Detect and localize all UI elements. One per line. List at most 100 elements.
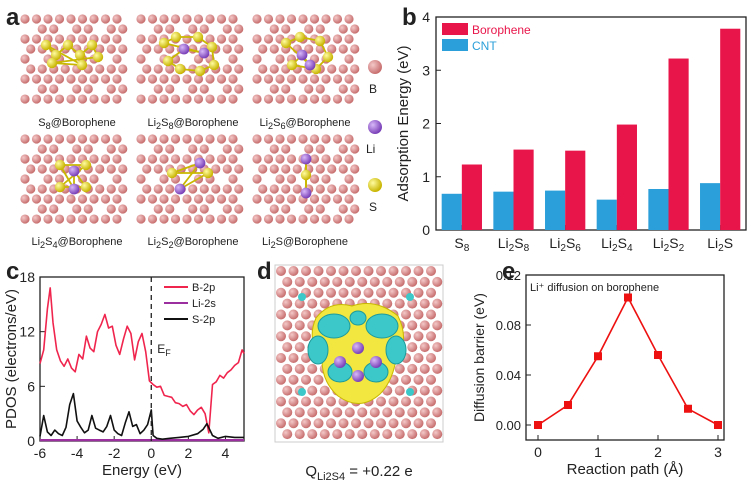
boron-atom — [294, 276, 305, 287]
boron-atom — [338, 418, 349, 429]
boron-atom — [26, 44, 36, 54]
boron-atom — [77, 214, 88, 224]
boron-atom — [95, 64, 105, 74]
boron-atom — [193, 194, 204, 204]
boron-atom — [363, 418, 374, 429]
boron-atom — [309, 154, 320, 164]
x-tick-label: Li2S4 — [601, 235, 633, 254]
boron-atom — [222, 84, 232, 94]
boron-atom — [66, 194, 76, 204]
boron-atom — [426, 353, 436, 363]
boron-atom — [326, 266, 336, 276]
boron-atom — [376, 396, 386, 407]
boron-atom — [106, 204, 116, 214]
boron-atom — [419, 363, 430, 374]
boron-atom — [20, 94, 30, 104]
boron-atom — [286, 94, 297, 104]
boron-atom — [258, 184, 268, 194]
boron-atom — [136, 34, 146, 44]
boron-atom — [118, 204, 128, 214]
boron-atom — [407, 320, 418, 331]
bar-cnt — [648, 188, 669, 230]
y-tick-label: 2 — [422, 116, 430, 132]
boron-atom — [286, 174, 297, 184]
boron-atom — [282, 363, 293, 374]
boron-atom — [350, 184, 360, 194]
boron-atom — [37, 204, 47, 214]
boron-atom — [153, 64, 163, 74]
boron-atom — [286, 194, 297, 204]
boron-atom — [112, 14, 122, 24]
boron-atom — [344, 407, 355, 418]
boron-atom — [350, 64, 360, 74]
boron-atom — [275, 94, 285, 104]
boron-atom — [426, 418, 436, 429]
boron-atom — [394, 363, 405, 374]
sulfur-atom — [300, 169, 312, 181]
boron-atom — [188, 144, 198, 154]
sulfur-atom — [294, 31, 306, 43]
boron-atom — [332, 134, 343, 144]
boron-atom — [388, 396, 399, 407]
boron-atom — [394, 276, 405, 287]
boron-atom — [222, 64, 232, 74]
boron-atom — [382, 407, 393, 418]
structure-cell — [252, 14, 360, 104]
boron-atom — [100, 74, 111, 84]
boron-atom — [199, 184, 209, 194]
plot-frame — [525, 274, 725, 441]
boron-atom — [83, 144, 93, 154]
boron-atom — [351, 418, 361, 429]
boron-atom — [407, 276, 418, 287]
boron-atom — [344, 54, 354, 64]
boron-atom — [276, 266, 286, 276]
legend-label: Li-2s — [192, 298, 216, 310]
legend-label: B-2p — [192, 282, 215, 294]
boron-atom — [282, 320, 293, 331]
boron-atom — [118, 164, 128, 174]
y-tick-label: 4 — [422, 9, 430, 25]
x-tick-label: S8 — [454, 235, 469, 254]
boron-atom — [294, 407, 305, 418]
y-tick-label: 1 — [422, 169, 430, 185]
boron-atom — [401, 418, 411, 429]
boron-atom — [100, 34, 111, 44]
sulfur-atom — [162, 55, 174, 67]
boron-atom — [66, 14, 76, 24]
y-tick-label: 0 — [422, 222, 430, 238]
boron-atom — [276, 331, 286, 342]
boron-atom — [338, 84, 348, 94]
boron-atom — [326, 418, 336, 429]
boron-atom — [309, 94, 320, 104]
boron-atom — [252, 174, 262, 184]
boron-atom — [77, 134, 88, 144]
boron-atom — [309, 214, 320, 224]
structure-cell — [20, 134, 128, 224]
sulfur-atom — [62, 39, 74, 51]
boron-atom — [282, 385, 293, 396]
boron-atom — [77, 74, 88, 84]
boron-atom — [394, 298, 405, 309]
sulfur-atom — [170, 31, 182, 43]
x-tick-label: Li2S6 — [549, 235, 581, 254]
boron-atom — [222, 164, 232, 174]
sulfur-atom — [158, 37, 170, 49]
boron-atom — [193, 14, 204, 24]
boron-atom — [281, 204, 291, 214]
boron-atom — [216, 94, 227, 104]
boron-atom — [205, 194, 215, 204]
boron-atom — [159, 14, 169, 24]
sulfur-atom — [80, 159, 92, 171]
boron-atom — [77, 34, 88, 44]
boron-atom — [252, 134, 262, 144]
boron-atom — [83, 24, 93, 34]
lithium-atom — [304, 59, 316, 71]
bar-cnt — [493, 191, 514, 230]
boron-atom — [426, 331, 436, 342]
bar-cnt — [596, 199, 617, 230]
boron-atom — [288, 374, 299, 385]
boron-atom — [282, 342, 293, 353]
boron-atom — [332, 276, 343, 287]
depletion-lobe — [365, 313, 399, 339]
boron-atom — [234, 64, 244, 74]
